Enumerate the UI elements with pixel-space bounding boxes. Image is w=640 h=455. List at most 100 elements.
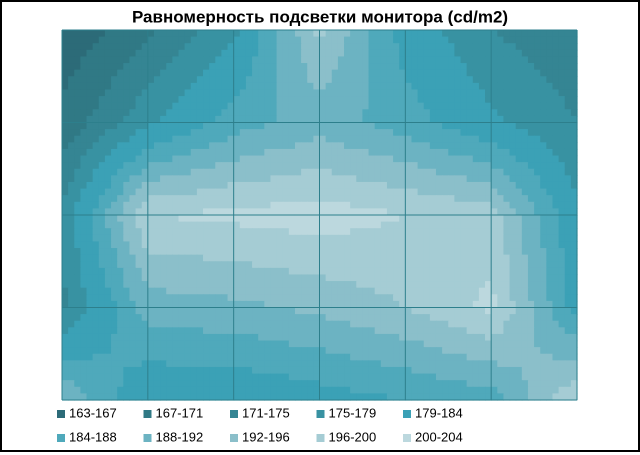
contour-fill: [509, 195, 517, 203]
contour-fill: [564, 76, 572, 84]
contour-fill: [276, 248, 284, 256]
contour-fill: [319, 347, 327, 355]
contour-fill: [393, 248, 400, 256]
contour-fill: [417, 353, 425, 361]
contour-fill: [111, 188, 118, 196]
contour-fill: [80, 175, 88, 183]
contour-fill: [233, 142, 241, 150]
contour-fill: [393, 386, 400, 394]
contour-fill: [460, 135, 468, 143]
contour-fill: [405, 122, 413, 130]
contour-fill: [319, 109, 327, 117]
contour-fill: [147, 122, 155, 130]
contour-fill: [442, 36, 449, 44]
legend-swatch: [143, 410, 152, 418]
contour-fill: [344, 314, 351, 322]
contour-fill: [196, 347, 204, 355]
contour-fill: [172, 366, 180, 375]
contour-fill: [552, 307, 560, 315]
contour-fill: [203, 162, 210, 170]
contour-fill: [227, 56, 235, 64]
contour-fill: [374, 347, 382, 355]
contour-fill: [399, 89, 406, 97]
legend-swatch: [316, 410, 325, 418]
legend-label: 179-184: [415, 405, 463, 420]
contour-fill: [184, 287, 192, 295]
contour-fill: [252, 228, 259, 236]
contour-fill: [141, 142, 149, 150]
contour-fill: [356, 234, 364, 243]
contour-fill: [423, 162, 431, 170]
contour-fill: [282, 168, 290, 176]
contour-fill: [178, 241, 186, 249]
contour-fill: [466, 76, 474, 84]
contour-fill: [258, 208, 265, 216]
contour-fill: [454, 30, 462, 38]
contour-fill: [540, 76, 547, 84]
contour-fill: [374, 261, 382, 269]
contour-fill: [141, 221, 149, 229]
contour-fill: [527, 287, 535, 295]
contour-fill: [301, 63, 308, 71]
contour-fill: [313, 109, 321, 117]
contour-fill: [86, 142, 94, 150]
contour-fill: [221, 49, 229, 58]
contour-fill: [503, 366, 511, 375]
contour-fill: [215, 234, 223, 243]
contour-fill: [104, 274, 112, 282]
contour-fill: [503, 36, 511, 44]
contour-fill: [386, 122, 394, 130]
contour-fill: [160, 181, 167, 190]
contour-fill: [307, 360, 314, 368]
contour-fill: [104, 221, 112, 229]
contour-fill: [233, 314, 241, 322]
contour-fill: [564, 168, 572, 176]
contour-fill: [380, 56, 388, 64]
contour-fill: [282, 43, 290, 51]
contour-fill: [233, 347, 241, 355]
contour-fill: [301, 294, 308, 302]
contour-fill: [252, 366, 259, 375]
contour-fill: [252, 327, 259, 335]
contour-fill: [178, 181, 186, 190]
contour-fill: [337, 69, 345, 77]
contour-fill: [147, 221, 155, 229]
contour-fill: [196, 69, 204, 77]
contour-fill: [80, 254, 88, 262]
contour-fill: [123, 82, 131, 91]
contour-fill: [509, 69, 517, 77]
contour-fill: [209, 307, 216, 315]
contour-fill: [123, 340, 131, 348]
contour-fill: [245, 347, 253, 355]
contour-fill: [350, 115, 357, 124]
contour-fill: [521, 49, 529, 58]
contour-fill: [135, 188, 143, 196]
contour-fill: [215, 267, 223, 276]
contour-fill: [386, 267, 394, 276]
contour-fill: [570, 380, 578, 388]
contour-fill: [147, 234, 155, 243]
contour-fill: [184, 221, 192, 229]
contour-fill: [221, 201, 229, 209]
contour-fill: [472, 333, 480, 342]
contour-fill: [448, 195, 455, 203]
contour-fill: [276, 63, 284, 71]
contour-fill: [429, 228, 437, 236]
contour-fill: [62, 333, 69, 342]
contour-fill: [472, 261, 480, 269]
contour-fill: [393, 254, 400, 262]
contour-fill: [472, 135, 480, 143]
contour-fill: [301, 333, 308, 342]
contour-fill: [405, 30, 413, 38]
contour-fill: [80, 188, 88, 196]
contour-fill: [558, 333, 566, 342]
contour-fill: [466, 320, 474, 328]
contour-fill: [380, 195, 388, 203]
contour-fill: [270, 102, 278, 110]
contour-fill: [454, 327, 462, 335]
contour-fill: [503, 188, 511, 196]
contour-fill: [166, 109, 173, 117]
contour-fill: [98, 215, 106, 223]
contour-fill: [98, 274, 106, 282]
contour-fill: [252, 373, 259, 381]
